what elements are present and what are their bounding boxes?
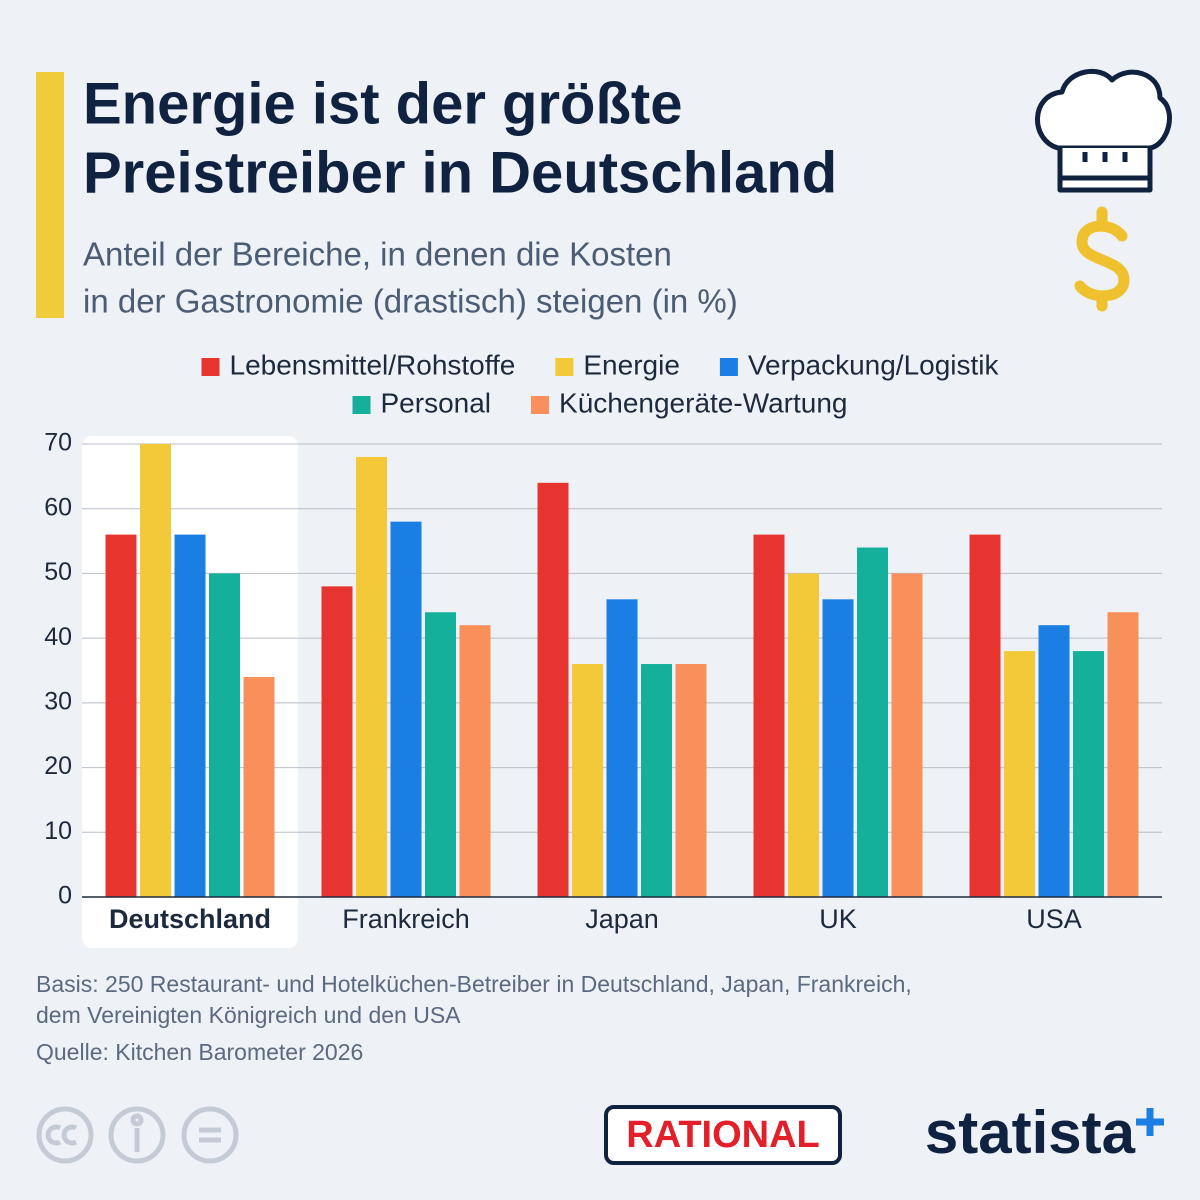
x-tick-label: Frankreich: [342, 904, 470, 934]
bar: [1107, 612, 1139, 897]
x-tick-label: UK: [819, 904, 857, 934]
accent-bar: [36, 72, 64, 318]
y-tick-label: 60: [44, 493, 72, 521]
legend-label: Energie: [583, 349, 680, 380]
note: dem Vereinigten Königreich und den USA: [36, 1002, 461, 1028]
chart-subtitle: in der Gastronomie (drastisch) steigen (…: [83, 283, 738, 320]
bar: [1004, 651, 1035, 897]
bar: [572, 664, 603, 897]
bar: [243, 676, 275, 897]
x-tick-label: Japan: [585, 904, 659, 934]
legend-label: Küchengeräte-Wartung: [559, 387, 847, 418]
partner-logo: RATIONAL: [626, 1114, 820, 1156]
y-tick-label: 10: [44, 817, 72, 845]
bar: [822, 599, 854, 897]
chart-title: Energie ist der größte: [83, 71, 682, 136]
legend-item: Personal: [352, 387, 492, 418]
legend-item: Küchengeräte-Wartung: [531, 387, 847, 418]
bar: [537, 482, 569, 897]
bar: [425, 612, 456, 897]
chart-subtitle: Anteil der Bereiche, in denen die Kosten: [83, 236, 672, 273]
legend-item: Energie: [555, 349, 680, 380]
license-icons: [36, 1106, 239, 1164]
bar: [753, 534, 785, 897]
bar: [390, 521, 422, 897]
brand-plus: [1136, 1108, 1164, 1136]
y-tick-label: 30: [44, 687, 72, 715]
y-tick-label: 0: [58, 882, 72, 910]
legend-item: Lebensmittel/Rohstoffe: [201, 349, 515, 380]
legend-swatch: [719, 358, 738, 376]
legend-label: Lebensmittel/Rohstoffe: [229, 349, 515, 380]
bar: [675, 664, 707, 897]
bar: [140, 444, 171, 897]
bar: [857, 547, 888, 897]
bar: [459, 625, 491, 897]
bar: [891, 573, 923, 897]
y-tick-label: 70: [44, 429, 72, 457]
bar: [105, 534, 137, 897]
chart-title: Preistreiber in Deutschland: [83, 140, 837, 205]
partner-logo-box: [604, 1105, 842, 1165]
bar: [321, 586, 353, 897]
bar: [788, 573, 819, 897]
legend: Lebensmittel/Rohstoffe Energie Verpackung/…: [201, 349, 1000, 418]
brand-logo: statista: [925, 1099, 1136, 1166]
legend-item: Verpackung/Logistik: [719, 349, 1000, 380]
source: Quelle: Kitchen Barometer 2026: [36, 1039, 363, 1065]
legend-swatch: [201, 358, 220, 376]
bar: [606, 599, 638, 897]
y-tick-label: 40: [44, 623, 72, 651]
bar: [641, 664, 672, 897]
legend-swatch: [531, 396, 550, 414]
x-tick-label: USA: [1026, 904, 1082, 934]
bar: [1038, 625, 1070, 897]
bar: [1073, 651, 1104, 897]
chef-hat-icon: [1035, 69, 1172, 193]
dollar-icon: [1074, 206, 1130, 312]
plot: 0 10 20 30 40 50 60 70 Deutschland Frankreich Japa…: [44, 429, 1162, 934]
legend-swatch: [352, 396, 371, 414]
legend-label: Verpackung/Logistik: [748, 349, 1000, 380]
bar: [356, 456, 387, 897]
bar: [209, 573, 240, 897]
y-tick-label: 50: [44, 558, 72, 586]
x-tick-label: Deutschland: [109, 904, 271, 934]
legend-label: Personal: [381, 387, 492, 418]
y-tick-label: 20: [44, 752, 72, 780]
bar: [174, 534, 206, 897]
legend-swatch: [555, 358, 574, 376]
note: Basis: 250 Restaurant- und Hotelküchen-B…: [36, 971, 912, 997]
bar: [969, 534, 1001, 897]
